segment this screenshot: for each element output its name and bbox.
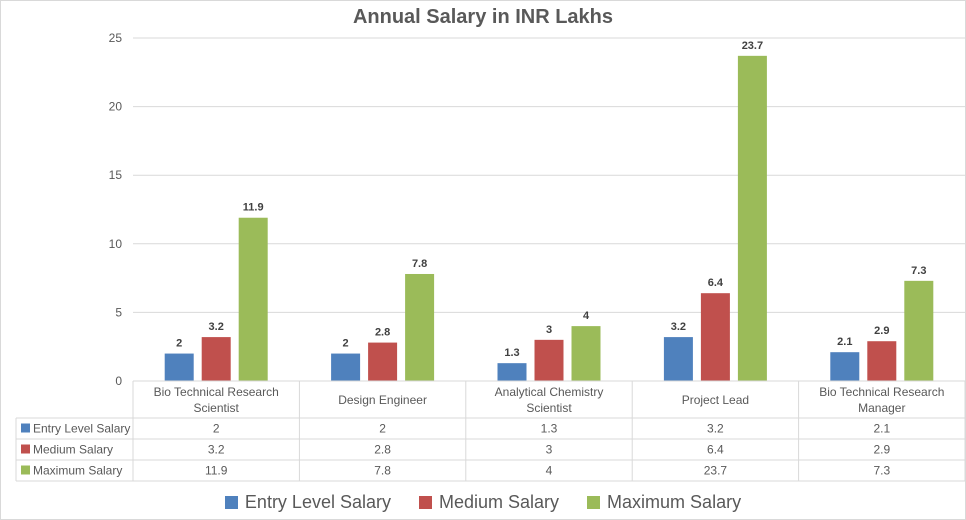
data-label: 7.8 (412, 258, 427, 270)
table-row-label: Maximum Salary (33, 464, 122, 478)
table-legend-key (21, 444, 30, 454)
bar (238, 217, 268, 381)
bar (737, 55, 767, 381)
data-label: 7.3 (911, 265, 926, 277)
table-cell: 1.3 (541, 422, 558, 436)
legend: Entry Level Salary Medium Salary Maximum S… (0, 492, 966, 513)
table-cell: 3.2 (707, 422, 724, 436)
table-cell: 4 (546, 464, 553, 478)
table-cell: 2.9 (873, 443, 890, 457)
legend-swatch (587, 496, 601, 509)
data-label: 3.2 (209, 321, 224, 333)
table-cell: 7.8 (374, 464, 391, 478)
bar (700, 293, 730, 381)
data-label: 2.9 (874, 325, 889, 337)
table-cell: 6.4 (707, 443, 724, 457)
bar (663, 337, 693, 381)
table-legend-key (21, 465, 30, 475)
category-label: Manager (858, 401, 905, 415)
y-tick-label: 20 (109, 100, 123, 114)
y-tick-label: 15 (109, 168, 123, 182)
data-label: 1.3 (504, 347, 519, 359)
data-label: 23.7 (742, 40, 763, 52)
data-label: 3 (546, 324, 552, 336)
table-row-label: Entry Level Salary (33, 422, 130, 436)
table-cell: 3.2 (208, 443, 225, 457)
bar (405, 273, 435, 381)
data-label: 2 (176, 338, 182, 350)
bar (201, 337, 231, 381)
legend-item: Maximum Salary (587, 492, 741, 513)
legend-item: Medium Salary (419, 492, 559, 513)
category-label: Bio Technical Research (819, 385, 944, 399)
y-tick-label: 5 (115, 305, 122, 319)
table-cell: 2 (213, 422, 220, 436)
table-cell: 23.7 (704, 464, 728, 478)
data-label: 11.9 (243, 202, 264, 214)
table-cell: 11.9 (205, 464, 228, 478)
legend-label: Entry Level Salary (244, 492, 391, 512)
legend-swatch (419, 496, 432, 509)
category-label: Scientist (194, 401, 240, 415)
category-label: Design Engineer (338, 393, 427, 407)
chart-canvas: 0 5 10 15 20 25 2 3.2 11.9 2 2.8 7.8 1.3 3 4 3.2 6.4 23.7… (15, 31, 966, 482)
bar (368, 342, 398, 381)
data-label: 2 (343, 338, 349, 350)
bar (497, 363, 527, 381)
table-cell: 2 (379, 422, 386, 436)
category-label: Scientist (526, 401, 572, 415)
table-legend-key (21, 423, 30, 433)
y-tick-label: 0 (115, 374, 122, 388)
legend-label: Maximum Salary (607, 492, 742, 512)
legend-item: Entry Level Salary (224, 492, 391, 513)
data-label: 3.2 (671, 321, 686, 333)
table-cell: 7.3 (873, 464, 890, 478)
data-label: 2.1 (837, 336, 852, 348)
table-row-label: Medium Salary (33, 443, 113, 457)
table-cell: 3 (546, 443, 553, 457)
table-cell: 2.1 (873, 422, 890, 436)
chart-title: Annual Salary in INR Lakhs (352, 6, 614, 28)
category-label: Analytical Chemistry (495, 385, 604, 399)
bar (867, 341, 897, 381)
bar (904, 280, 934, 381)
category-label: Project Lead (682, 393, 749, 407)
legend-swatch (224, 496, 238, 509)
y-tick-label: 25 (109, 31, 123, 45)
bar (571, 326, 601, 381)
data-label: 4 (583, 310, 590, 322)
legend-label: Medium Salary (439, 492, 560, 512)
data-label: 2.8 (375, 327, 390, 339)
table-cell: 2.8 (374, 443, 391, 457)
bar (534, 339, 564, 381)
bar (830, 352, 860, 381)
y-tick-label: 10 (109, 237, 123, 251)
category-label: Bio Technical Research (154, 385, 279, 399)
data-label: 6.4 (708, 277, 724, 289)
bar (164, 353, 194, 381)
bar (331, 353, 361, 381)
